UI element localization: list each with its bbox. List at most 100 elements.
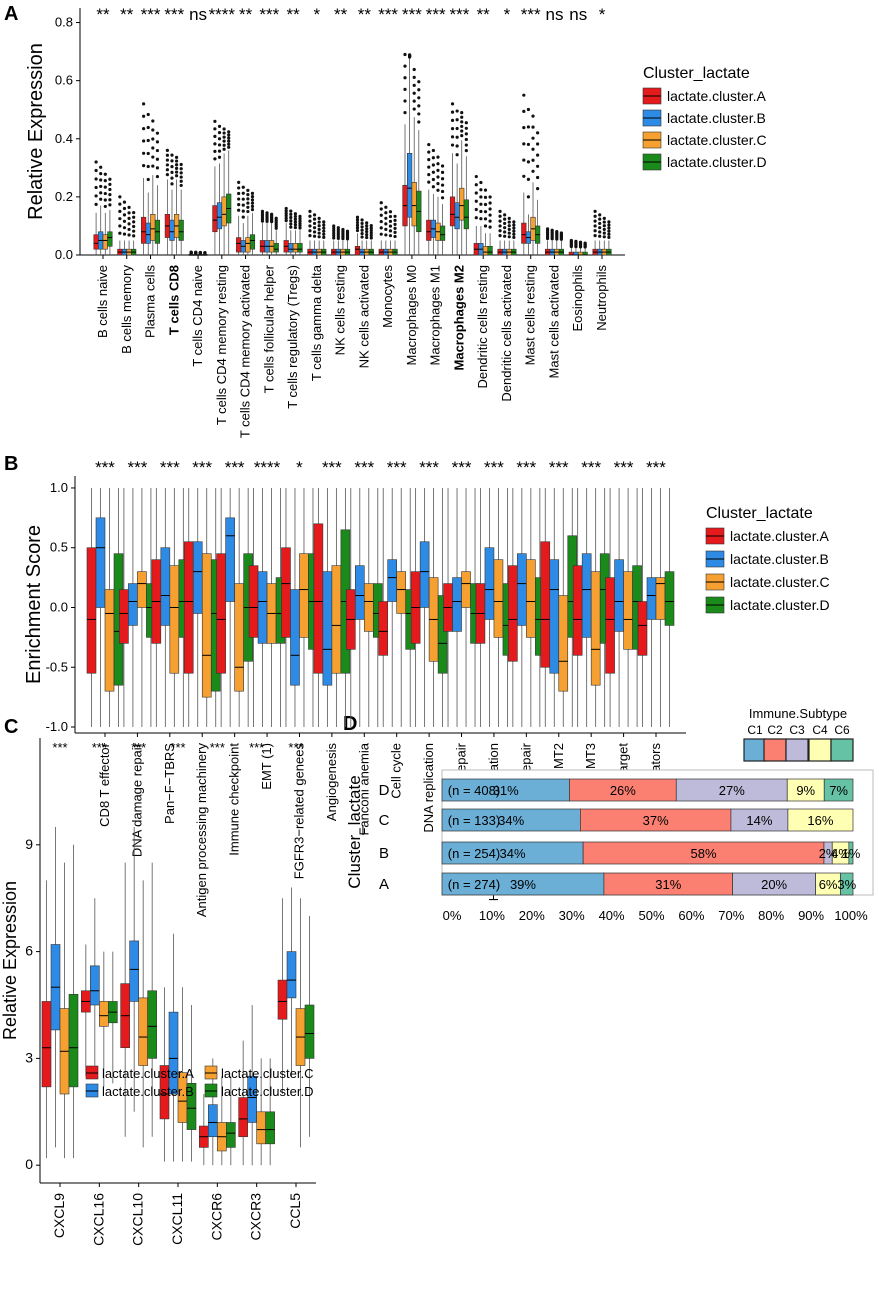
outlier-point — [369, 223, 373, 228]
significance-label: *** — [452, 458, 472, 477]
category-label: Macrophages M0 — [404, 265, 419, 365]
outlier-point — [417, 120, 421, 124]
outlier-point — [94, 177, 98, 181]
outlier-point — [312, 217, 317, 221]
category-label: FGFR3−related genees — [291, 743, 306, 880]
outlier-point — [227, 133, 231, 137]
box — [646, 577, 657, 620]
outlier-point — [298, 219, 302, 223]
outlier-point — [488, 219, 492, 223]
outlier-point — [384, 211, 388, 215]
row-n-label: (n = 254) — [448, 846, 500, 861]
outlier-point — [179, 162, 183, 167]
outlier-point — [379, 213, 383, 217]
outlier-point — [464, 143, 468, 147]
outlier-point — [355, 215, 360, 219]
category-label: Macrophages M2 — [451, 265, 466, 370]
outlier-point — [165, 173, 169, 177]
outlier-point — [322, 223, 326, 227]
x-tick-label: 20% — [519, 908, 545, 923]
outlier-point — [308, 219, 312, 223]
outlier-point — [436, 162, 440, 166]
outlier-point — [412, 83, 416, 87]
box — [572, 565, 583, 656]
significance-label: *** — [170, 740, 185, 755]
y-tick-label: 6 — [25, 943, 33, 959]
outlier-point — [479, 209, 483, 214]
outlier-point — [403, 87, 407, 91]
outlier-point — [384, 222, 388, 226]
outlier-point — [213, 157, 217, 161]
box — [487, 245, 493, 256]
outlier-point — [146, 138, 150, 143]
outlier-point — [455, 135, 459, 139]
legend-key-c1 — [743, 738, 767, 762]
outlier-point — [142, 126, 146, 131]
y-tick-label: 0 — [25, 1156, 33, 1172]
outlier-point — [222, 143, 226, 147]
significance-label: *** — [426, 5, 446, 24]
x-tick-label: 60% — [678, 908, 704, 923]
box — [236, 237, 242, 253]
outlier-point — [488, 201, 492, 205]
outlier-point — [412, 75, 416, 80]
legend-title: Cluster_lactate — [706, 505, 813, 522]
outlier-point — [427, 142, 431, 147]
significance-label: *** — [288, 740, 303, 755]
outlier-point — [593, 214, 597, 218]
outlier-point — [436, 175, 440, 179]
category-label: Angiogenesis — [324, 743, 339, 822]
outlier-point — [483, 188, 488, 192]
outlier-point — [440, 177, 445, 181]
outlier-point — [460, 134, 464, 138]
legend-label-1: lactate.cluster.B — [730, 551, 829, 567]
segment-label: 7% — [829, 783, 848, 798]
outlier-point — [512, 229, 516, 233]
row-n-label: (n = 133) — [448, 813, 500, 828]
outlier-point — [412, 107, 416, 111]
outlier-point — [393, 230, 397, 235]
outlier-point — [431, 177, 435, 182]
outlier-point — [503, 217, 507, 221]
outlier-point — [284, 219, 288, 223]
outlier-point — [170, 182, 174, 186]
outlier-point — [345, 229, 350, 233]
outlier-point — [602, 227, 606, 232]
box — [664, 571, 675, 626]
outlier-point — [222, 127, 226, 131]
category-label: Plasma cells — [143, 265, 158, 338]
legend-label-c2: C2 — [767, 723, 783, 737]
box — [68, 994, 79, 1088]
outlier-point — [151, 146, 155, 150]
outlier-point — [393, 214, 397, 218]
category-label: NK cells resting — [333, 265, 348, 355]
outlier-point — [522, 174, 526, 178]
row-cluster-label: D — [379, 782, 390, 799]
outlier-point — [165, 153, 169, 157]
y-tick-label: 0.2 — [55, 189, 73, 204]
category-label: T cells CD4 memory activated — [238, 265, 253, 438]
outlier-point — [108, 193, 112, 197]
legend-label-2: lactate.cluster.C — [730, 574, 830, 590]
outlier-point — [170, 176, 174, 180]
category-label: Dendritic cells resting — [475, 265, 490, 389]
box — [292, 243, 298, 253]
outlier-point — [317, 231, 321, 235]
outlier-point — [460, 120, 464, 124]
row-n-label: (n = 274) — [448, 877, 500, 892]
outlier-point — [322, 235, 326, 239]
outlier-point — [265, 211, 269, 215]
outlier-point — [479, 180, 483, 185]
outlier-point — [412, 91, 416, 95]
significance-label: **** — [254, 458, 281, 477]
outlier-point — [427, 157, 431, 162]
outlier-point — [227, 139, 231, 143]
significance-label: *** — [127, 458, 147, 477]
outlier-point — [417, 104, 421, 108]
outlier-point — [250, 198, 255, 202]
outlier-point — [607, 229, 611, 233]
box — [201, 553, 212, 698]
outlier-point — [512, 232, 516, 236]
outlier-point — [170, 170, 174, 174]
outlier-point — [298, 221, 302, 225]
